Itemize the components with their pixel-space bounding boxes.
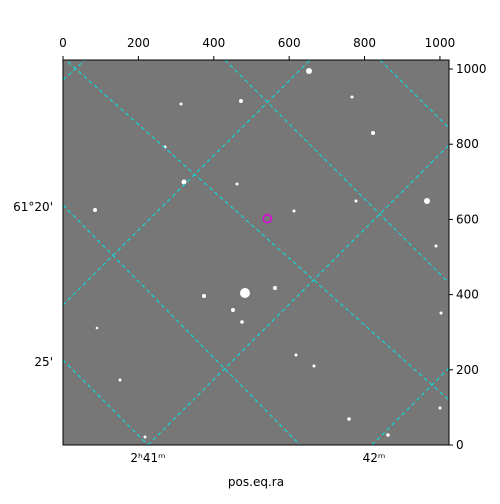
x-tick-label: 600 (278, 36, 301, 50)
y-tick-label: 0 (456, 438, 464, 452)
x-tick-label: 400 (202, 36, 225, 50)
dec-label: 61°20' (13, 200, 53, 214)
sky-image (63, 60, 449, 445)
dec-label: 25' (34, 355, 53, 369)
y-tick-label: 600 (456, 212, 479, 226)
x-tick-label: 0 (59, 36, 67, 50)
y-tick-label: 1000 (456, 62, 487, 76)
ra-label: 42ᵐ (363, 451, 386, 465)
stars (93, 68, 443, 439)
y-tick-label: 200 (456, 363, 479, 377)
y-tick-label: 800 (456, 137, 479, 151)
x-axis-label: pos.eq.ra (228, 475, 284, 489)
x-tick-label: 800 (353, 36, 376, 50)
x-tick-label: 200 (127, 36, 150, 50)
ra-label: 2ʰ41ᵐ (130, 451, 165, 465)
axes-frame (62, 59, 450, 446)
coordinate-grid (62, 59, 450, 446)
x-tick-label: 1000 (425, 36, 456, 50)
target-marker (262, 213, 273, 224)
y-tick-label: 400 (456, 288, 479, 302)
